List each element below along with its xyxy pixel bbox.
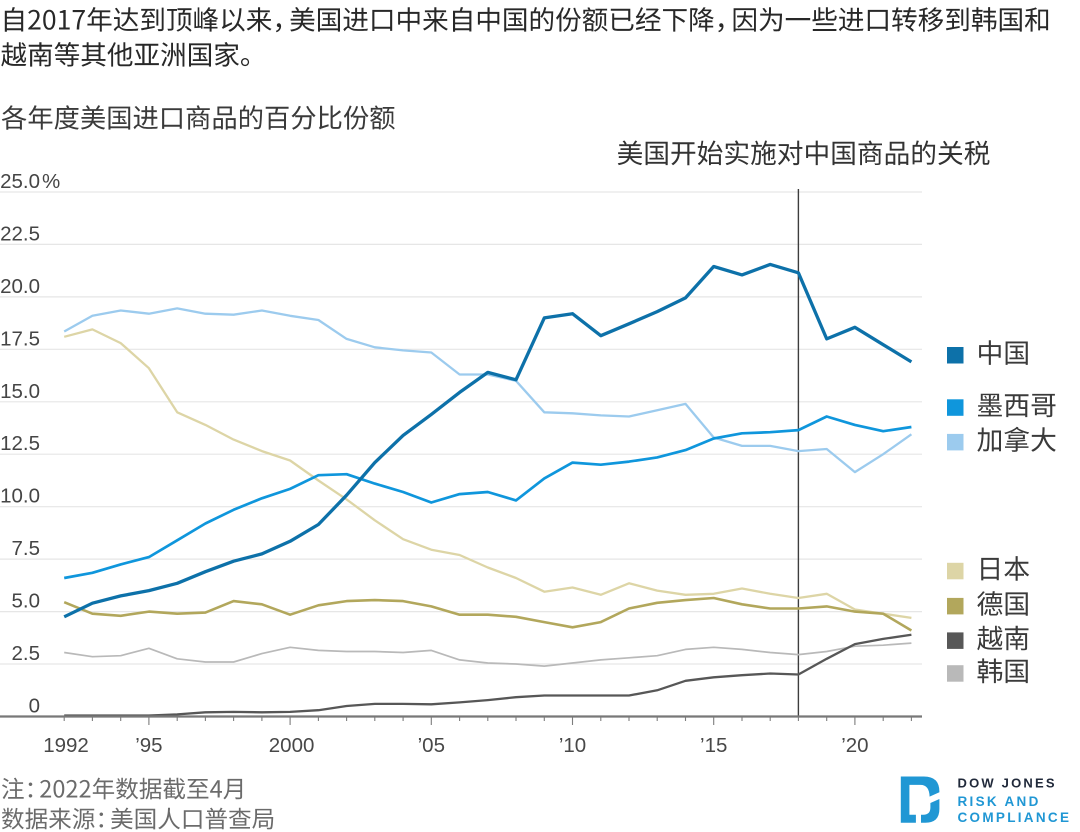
- svg-text:’20: ’20: [841, 734, 868, 757]
- svg-text:22.5: 22.5: [0, 222, 40, 245]
- svg-text:’95: ’95: [135, 734, 162, 757]
- svg-text:%: %: [42, 170, 60, 193]
- svg-text:17.5: 17.5: [0, 327, 40, 350]
- svg-text:2000: 2000: [269, 734, 315, 757]
- svg-text:20.0: 20.0: [0, 275, 40, 298]
- svg-text:0: 0: [29, 695, 40, 718]
- svg-text:’15: ’15: [700, 734, 727, 757]
- svg-text:COMPLIANCE: COMPLIANCE: [958, 810, 1072, 825]
- svg-text:12.5: 12.5: [0, 432, 40, 455]
- svg-text:1992: 1992: [43, 734, 89, 757]
- svg-text:25.0: 25.0: [0, 170, 40, 193]
- svg-text:RISK AND: RISK AND: [958, 794, 1041, 809]
- svg-text:’05: ’05: [418, 734, 445, 757]
- svg-text:10.0: 10.0: [0, 485, 40, 508]
- svg-text:7.5: 7.5: [12, 537, 41, 560]
- svg-text:15.0: 15.0: [0, 380, 40, 403]
- svg-text:2.5: 2.5: [12, 642, 41, 665]
- svg-text:5.0: 5.0: [12, 590, 41, 613]
- svg-text:’10: ’10: [559, 734, 586, 757]
- svg-text:DOW JONES: DOW JONES: [958, 776, 1057, 791]
